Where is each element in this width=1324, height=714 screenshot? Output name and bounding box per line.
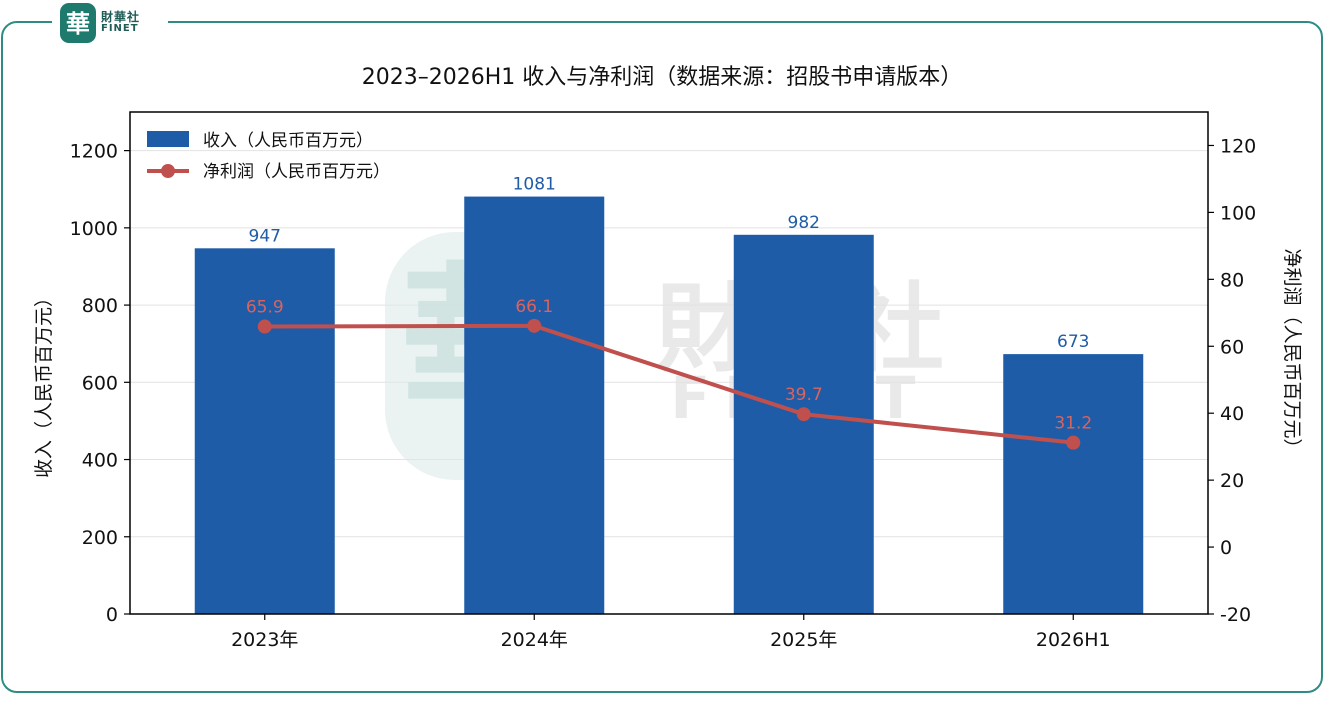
bar-value-label: 947 (249, 226, 281, 246)
brand-seal-glyph-icon: 華 (66, 10, 90, 38)
legend-label-bar: 收入（人民币百万元） (203, 131, 373, 151)
line-point (527, 318, 542, 333)
right-tick-label: 60 (1220, 336, 1244, 358)
brand-logo: 華 財華社 FINET (52, 0, 168, 46)
chart-title: 2023–2026H1 收入与净利润（数据来源：招股书申请版本） (362, 65, 963, 90)
bar-value-label: 673 (1057, 332, 1089, 352)
left-tick-label: 400 (82, 450, 118, 472)
x-tick-label: 2026H1 (1036, 629, 1111, 651)
x-tick-label: 2024年 (501, 629, 568, 651)
x-tick-label: 2023年 (231, 629, 298, 651)
brand-seal-icon: 華 (60, 3, 96, 43)
right-tick-label: 20 (1220, 470, 1244, 492)
line-value-label: 66.1 (515, 297, 553, 317)
x-tick-label: 2025年 (770, 629, 837, 651)
line-point (257, 319, 272, 334)
left-tick-label: 0 (106, 604, 118, 626)
brand-name-en: FINET (101, 23, 139, 35)
left-tick-label: 1000 (70, 218, 118, 240)
y-axis-left-label: 收入（人民币百万元） (33, 288, 55, 478)
line-point (796, 407, 811, 422)
line-value-label: 65.9 (246, 298, 284, 318)
line-series (264, 323, 1074, 445)
bar (464, 196, 605, 614)
legend-swatch-marker (161, 164, 175, 178)
brand-name-cn: 財華社 (101, 10, 141, 25)
right-tick-label: 0 (1220, 537, 1232, 559)
bar-value-label: 1081 (513, 175, 556, 195)
left-tick-label: 200 (82, 527, 118, 549)
bar (194, 248, 335, 614)
right-tick-label: 120 (1220, 135, 1256, 157)
bar-value-label: 982 (788, 213, 820, 233)
left-tick-label: 600 (82, 372, 118, 394)
left-tick-label: 800 (82, 295, 118, 317)
y-axis-right-label: 净利润（人民币百万元） (1281, 248, 1303, 457)
left-tick-label: 1200 (70, 141, 118, 163)
right-tick-label: 80 (1220, 269, 1244, 291)
legend-swatch-bar (147, 131, 189, 147)
line-point (1066, 435, 1081, 450)
svg-text:華: 華 (66, 10, 90, 38)
right-tick-label: 40 (1220, 403, 1244, 425)
line-value-label: 31.2 (1054, 414, 1092, 434)
line-value-label: 39.7 (785, 385, 823, 405)
right-tick-label: -20 (1220, 604, 1251, 626)
legend-label-line: 净利润（人民币百万元） (203, 162, 390, 182)
right-tick-label: 100 (1220, 202, 1256, 224)
bar (733, 234, 874, 614)
bar (1003, 354, 1144, 614)
plot-border (129, 111, 1209, 615)
